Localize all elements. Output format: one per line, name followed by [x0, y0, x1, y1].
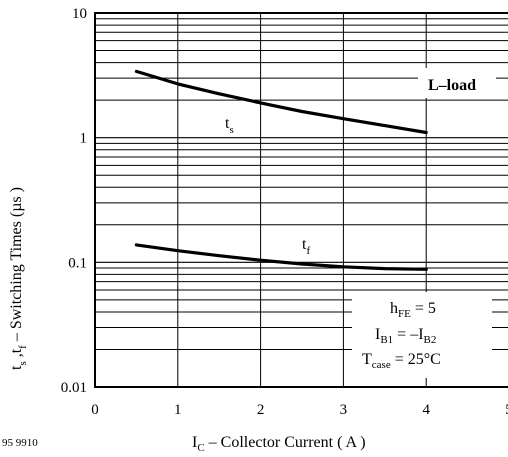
condition-ib: IB1 = –IB2: [375, 326, 436, 346]
condition-hfe-sub: FE: [398, 308, 411, 320]
x-tick-label: 4: [422, 402, 430, 418]
tf-label-main: t: [302, 236, 307, 253]
y-tick-label: 0.01: [61, 380, 87, 396]
ts-label: ts: [225, 115, 234, 136]
y-axis-label-p1: t: [8, 365, 25, 370]
condition-ib-rest: = –I: [393, 326, 423, 343]
x-tick-label: 2: [257, 402, 265, 418]
condition-ib-main: I: [375, 326, 380, 343]
condition-tcase-main: T: [362, 351, 372, 368]
series-tf-line: [134, 243, 428, 271]
condition-tcase: Tcase = 25°C: [362, 351, 441, 371]
tf-label-sub: f: [306, 245, 310, 257]
x-tick-label: 1: [174, 402, 182, 418]
conditions-bg: [352, 292, 492, 378]
ts-label-sub: s: [229, 124, 233, 136]
condition-tcase-sub: case: [372, 359, 391, 371]
y-tick-labels: 10 1 0.1 0.01: [61, 6, 87, 396]
y-axis-label-p2: ,t: [8, 348, 25, 361]
tf-label: tf: [302, 236, 310, 257]
condition-hfe-main: h: [390, 300, 398, 317]
condition-tcase-rest: = 25°C: [391, 351, 441, 368]
condition-hfe: hFE = 5: [390, 300, 436, 320]
ts-label-main: t: [225, 115, 230, 132]
x-axis-label: IC – Collector Current ( A ): [192, 434, 366, 454]
x-tick-label: 5: [505, 402, 508, 418]
y-tick-label: 0.1: [68, 255, 87, 271]
y-axis-label: ts ,tf – Switching Times (µs ): [8, 187, 29, 370]
grid: [95, 13, 508, 388]
plot-frame: [94, 12, 508, 388]
condition-ib-sub: B1: [380, 334, 393, 346]
figure-id: 95 9910: [2, 437, 38, 449]
x-axis-label-rest: – Collector Current ( A ): [205, 434, 366, 451]
x-axis-label-main: I: [192, 434, 197, 451]
condition-hfe-rest: = 5: [411, 300, 436, 317]
condition-ib-sub2: B2: [424, 334, 437, 346]
y-axis-label-s2: f: [17, 345, 29, 349]
curves: [134, 69, 428, 271]
y-axis-label-s1: s: [17, 361, 29, 365]
series-ts-line: [134, 69, 428, 135]
y-tick-label: 10: [72, 6, 87, 22]
x-tick-label: 0: [91, 402, 99, 418]
x-tick-label: 3: [340, 402, 348, 418]
corner-label-bg: [418, 68, 496, 98]
x-tick-labels: 0 1 2 3 4 5: [91, 402, 508, 418]
x-axis-label-sub: C: [197, 442, 204, 454]
corner-label: L–load: [428, 77, 476, 94]
y-tick-label: 1: [80, 131, 88, 147]
y-axis-label-p3: – Switching Times (µs ): [8, 187, 25, 345]
